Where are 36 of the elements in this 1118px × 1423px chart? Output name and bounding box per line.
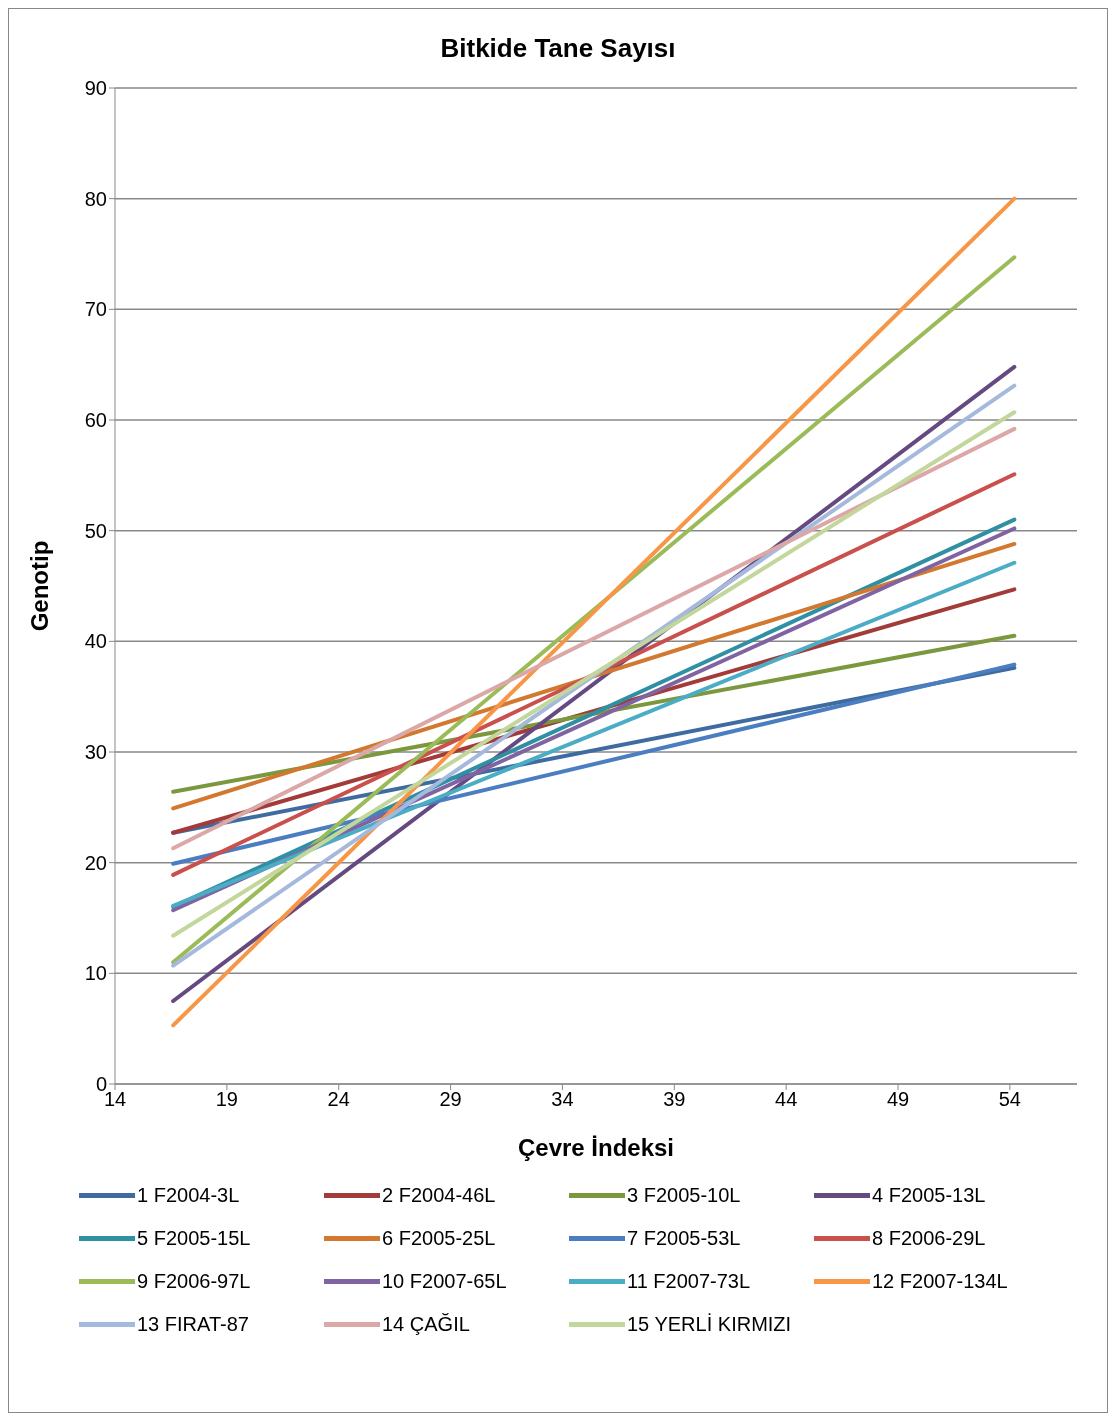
y-tick-label: 40 bbox=[84, 630, 107, 653]
legend-label: 1 F2004-3L bbox=[137, 1184, 240, 1207]
chart-title: Bitkide Tane Sayısı bbox=[439, 33, 677, 64]
y-axis-title: Genotip bbox=[25, 540, 53, 632]
x-tick-label: 49 bbox=[886, 1088, 910, 1111]
legend-label: 9 F2006-97L bbox=[137, 1270, 251, 1293]
legend-label: 3 F2005-10L bbox=[627, 1184, 741, 1207]
y-tick-label: 0 bbox=[95, 1073, 107, 1096]
legend-label: 4 F2005-13L bbox=[872, 1184, 986, 1207]
x-tick-label: 24 bbox=[327, 1088, 350, 1111]
legend-label: 12 F2007-134L bbox=[872, 1270, 1008, 1293]
x-tick-label: 19 bbox=[215, 1088, 238, 1111]
y-tick-label: 50 bbox=[84, 519, 107, 542]
y-tick-label: 80 bbox=[84, 187, 107, 210]
legend-label: 7 F2005-53L bbox=[627, 1227, 741, 1250]
y-tick-label: 10 bbox=[84, 962, 107, 985]
x-tick-label: 34 bbox=[551, 1088, 574, 1111]
legend-label: 2 F2004-46L bbox=[382, 1184, 496, 1207]
y-tick-label: 90 bbox=[84, 77, 107, 100]
legend-label: 13 FIRAT-87 bbox=[137, 1313, 249, 1336]
y-tick-label: 30 bbox=[84, 741, 107, 764]
x-tick-label: 44 bbox=[775, 1088, 798, 1111]
x-tick-label: 54 bbox=[998, 1088, 1022, 1111]
legend-label: 14 ÇAĞIL bbox=[382, 1313, 470, 1336]
legend-label: 6 F2005-25L bbox=[382, 1227, 496, 1250]
y-tick-label: 70 bbox=[84, 298, 107, 321]
legend-label: 11 F2007-73L bbox=[627, 1270, 751, 1293]
y-tick-label: 20 bbox=[84, 851, 107, 874]
legend-label: 15 YERLİ KIRMIZI bbox=[627, 1313, 792, 1336]
x-axis-title: Çevre İndeksi bbox=[517, 1134, 675, 1161]
x-tick-label: 29 bbox=[439, 1088, 462, 1111]
legend-label: 5 F2005-15L bbox=[137, 1227, 251, 1250]
x-tick-label: 39 bbox=[663, 1088, 686, 1111]
legend-label: 10 F2007-65L bbox=[382, 1270, 507, 1293]
y-tick-label: 60 bbox=[84, 409, 107, 432]
legend-label: 8 F2006-29L bbox=[872, 1227, 986, 1250]
